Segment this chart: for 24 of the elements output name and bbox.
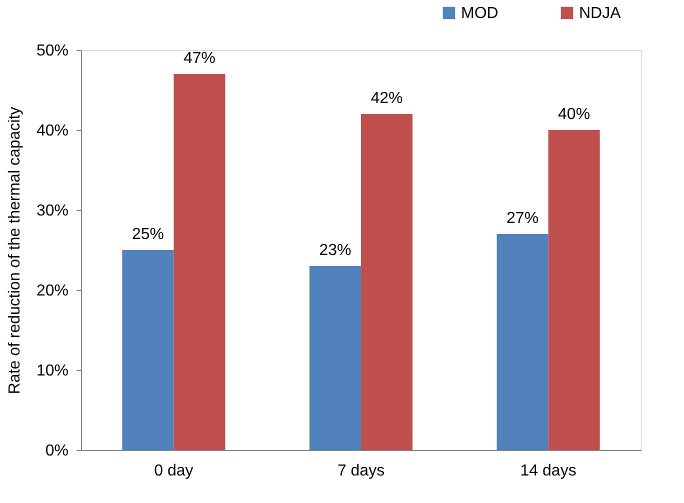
y-tick-label: 40% [36,122,68,140]
bar [496,234,548,450]
data-label: 40% [558,106,590,123]
x-tick-label: 14 days [520,462,576,480]
y-axis-title: Rate of reduction of the thermal capacity [6,106,24,394]
data-label: 42% [370,90,403,107]
y-tick-label: 20% [36,282,68,300]
data-label: 23% [319,242,352,259]
y-tick-label: 10% [36,362,68,380]
x-tick-label: 7 days [337,462,385,480]
x-tick-label: 0 day [154,462,194,480]
bar [174,74,226,450]
y-tick-label: 30% [36,202,68,220]
data-label: 25% [132,226,164,243]
bar [361,114,413,450]
bar [548,130,600,450]
y-tick-label: 0% [45,442,68,460]
legend-label: NDJA [579,5,622,22]
data-label: 27% [506,210,539,227]
bar [309,266,361,450]
bar [122,250,174,450]
y-tick-label: 50% [36,42,68,60]
legend-label: MOD [461,5,498,22]
data-label: 47% [183,50,216,67]
